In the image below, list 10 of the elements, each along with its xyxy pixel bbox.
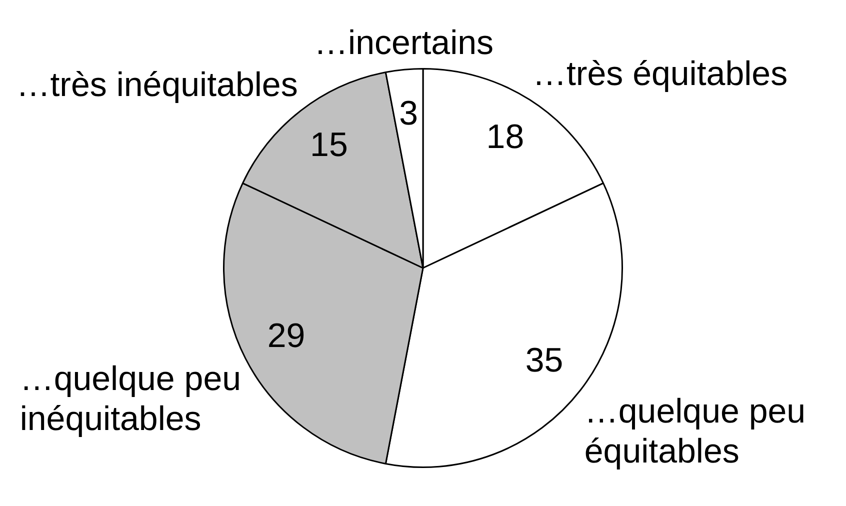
slice-label: …quelque peu inéquitables [20, 360, 242, 438]
data-label: 29 [267, 317, 306, 356]
slice-label: …incertains [314, 24, 494, 62]
data-label: 15 [310, 126, 348, 164]
slice-label: …très inéquitables [16, 66, 298, 104]
data-label: 3 [399, 94, 418, 133]
slice-label: …quelque peu équitables [584, 392, 806, 471]
data-label: 18 [486, 118, 524, 156]
slice-label: …très équitables [532, 54, 788, 93]
data-label: 35 [525, 341, 564, 380]
